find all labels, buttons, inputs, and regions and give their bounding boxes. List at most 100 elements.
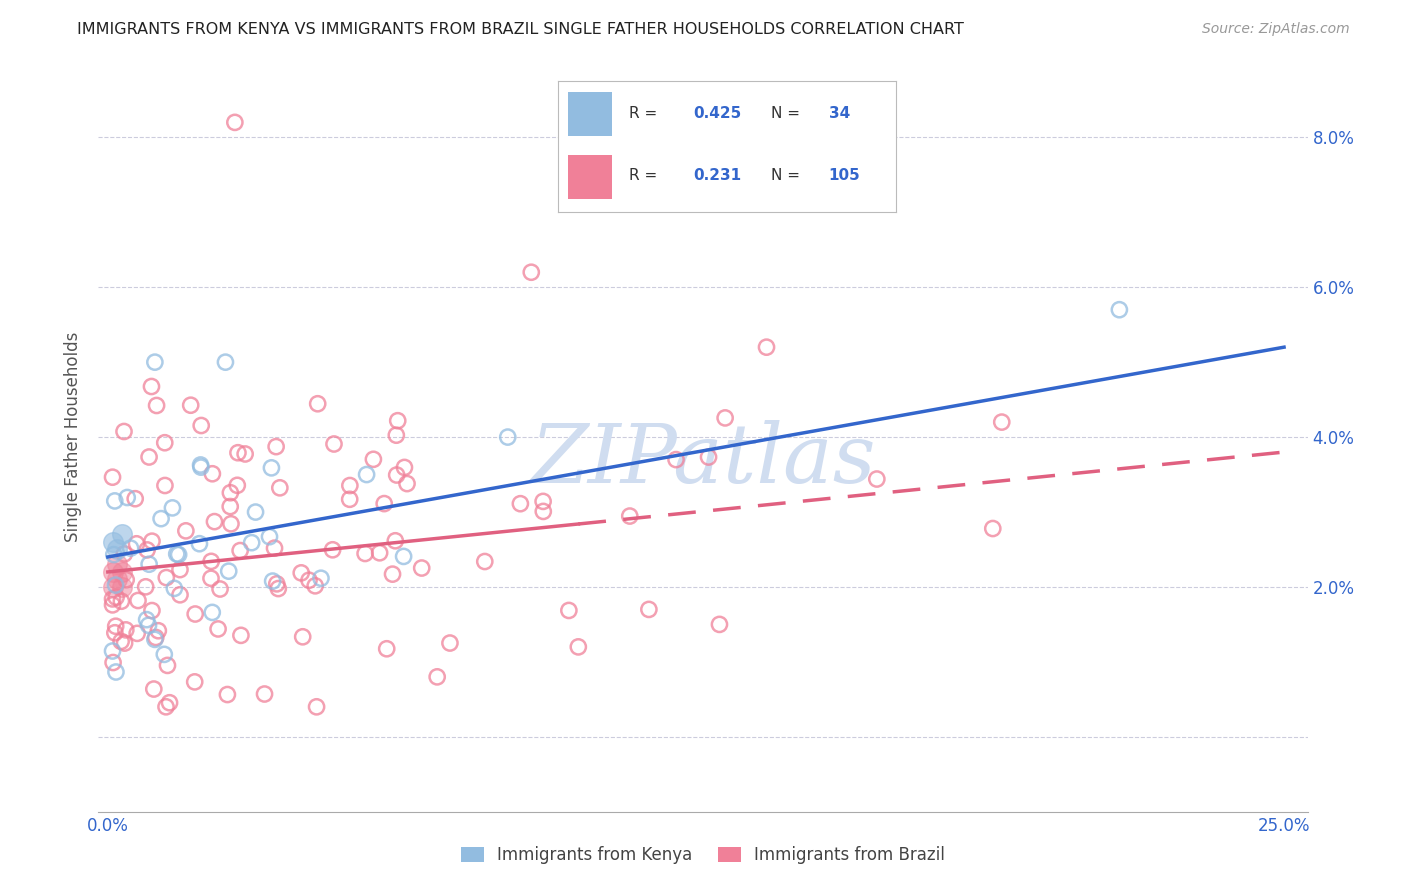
Text: IMMIGRANTS FROM KENYA VS IMMIGRANTS FROM BRAZIL SINGLE FATHER HOUSEHOLDS CORRELA: IMMIGRANTS FROM KENYA VS IMMIGRANTS FROM… xyxy=(77,22,965,37)
Point xyxy=(226,446,249,460)
Point xyxy=(135,580,157,594)
Point xyxy=(384,533,406,548)
Point xyxy=(127,626,149,640)
Point xyxy=(323,437,346,451)
Point xyxy=(990,415,1012,429)
Point xyxy=(153,478,176,492)
Point xyxy=(188,537,211,551)
Point xyxy=(167,548,190,562)
Point xyxy=(385,428,408,442)
Point xyxy=(981,522,1004,536)
Legend: Immigrants from Kenya, Immigrants from Brazil: Immigrants from Kenya, Immigrants from B… xyxy=(454,839,952,871)
Point xyxy=(200,554,222,568)
Point xyxy=(110,634,132,648)
Point xyxy=(143,355,166,369)
Point xyxy=(269,481,291,495)
Point xyxy=(120,541,142,555)
Point xyxy=(240,535,263,549)
Point xyxy=(163,582,186,596)
Point xyxy=(259,530,281,544)
Point xyxy=(260,460,283,475)
Point xyxy=(166,547,188,561)
Point xyxy=(755,340,778,354)
Point xyxy=(112,425,135,439)
Point xyxy=(354,547,377,561)
Point xyxy=(138,558,160,572)
Point xyxy=(101,644,124,658)
Point xyxy=(153,648,176,662)
Point xyxy=(638,602,661,616)
Point xyxy=(385,468,408,483)
Point xyxy=(339,492,361,507)
Point xyxy=(201,606,224,620)
Point xyxy=(169,563,191,577)
Point xyxy=(141,603,163,617)
Point xyxy=(184,607,207,621)
Point xyxy=(125,537,148,551)
Point xyxy=(105,573,128,587)
Point xyxy=(101,470,124,484)
Point xyxy=(141,534,163,549)
Point xyxy=(474,554,496,568)
Point xyxy=(373,497,395,511)
Point xyxy=(396,476,419,491)
Point xyxy=(190,458,212,472)
Point xyxy=(531,504,554,518)
Point xyxy=(619,509,641,524)
Point xyxy=(426,670,449,684)
Point xyxy=(322,542,344,557)
Point xyxy=(104,494,127,508)
Point xyxy=(162,500,184,515)
Point xyxy=(148,624,170,638)
Point xyxy=(253,687,276,701)
Point xyxy=(217,688,239,702)
Point xyxy=(150,511,173,525)
Point xyxy=(339,478,361,492)
Point xyxy=(356,467,378,482)
Point xyxy=(245,505,267,519)
Point xyxy=(866,472,889,486)
Point xyxy=(155,699,177,714)
Point xyxy=(138,450,160,464)
Point xyxy=(387,414,409,428)
Point xyxy=(262,574,284,588)
Point xyxy=(496,430,519,444)
Point xyxy=(111,565,134,579)
Point xyxy=(155,570,177,584)
Point xyxy=(101,598,124,612)
Point xyxy=(1108,302,1130,317)
Point xyxy=(114,623,136,637)
Point xyxy=(233,447,256,461)
Point xyxy=(226,478,249,492)
Point xyxy=(207,622,229,636)
Point xyxy=(101,656,124,670)
Point xyxy=(105,558,128,572)
Point xyxy=(307,397,329,411)
Point xyxy=(105,591,128,605)
Point xyxy=(114,636,136,650)
Point xyxy=(101,591,124,606)
Point xyxy=(229,543,252,558)
Point xyxy=(142,681,165,696)
Point xyxy=(136,543,159,558)
Point xyxy=(309,571,332,585)
Point xyxy=(145,399,167,413)
Point xyxy=(156,658,179,673)
Point xyxy=(229,628,252,642)
Point xyxy=(111,580,134,594)
Point xyxy=(304,579,326,593)
Point xyxy=(104,578,127,592)
Point xyxy=(101,535,124,549)
Point xyxy=(509,497,531,511)
Point xyxy=(714,411,737,425)
Point xyxy=(190,460,212,475)
Point xyxy=(145,631,167,645)
Point xyxy=(111,527,134,541)
Point xyxy=(263,541,285,556)
Point xyxy=(298,573,321,587)
Point xyxy=(218,564,240,578)
Point xyxy=(101,580,124,594)
Point xyxy=(209,582,232,596)
Point xyxy=(267,582,290,596)
Point xyxy=(368,546,391,560)
